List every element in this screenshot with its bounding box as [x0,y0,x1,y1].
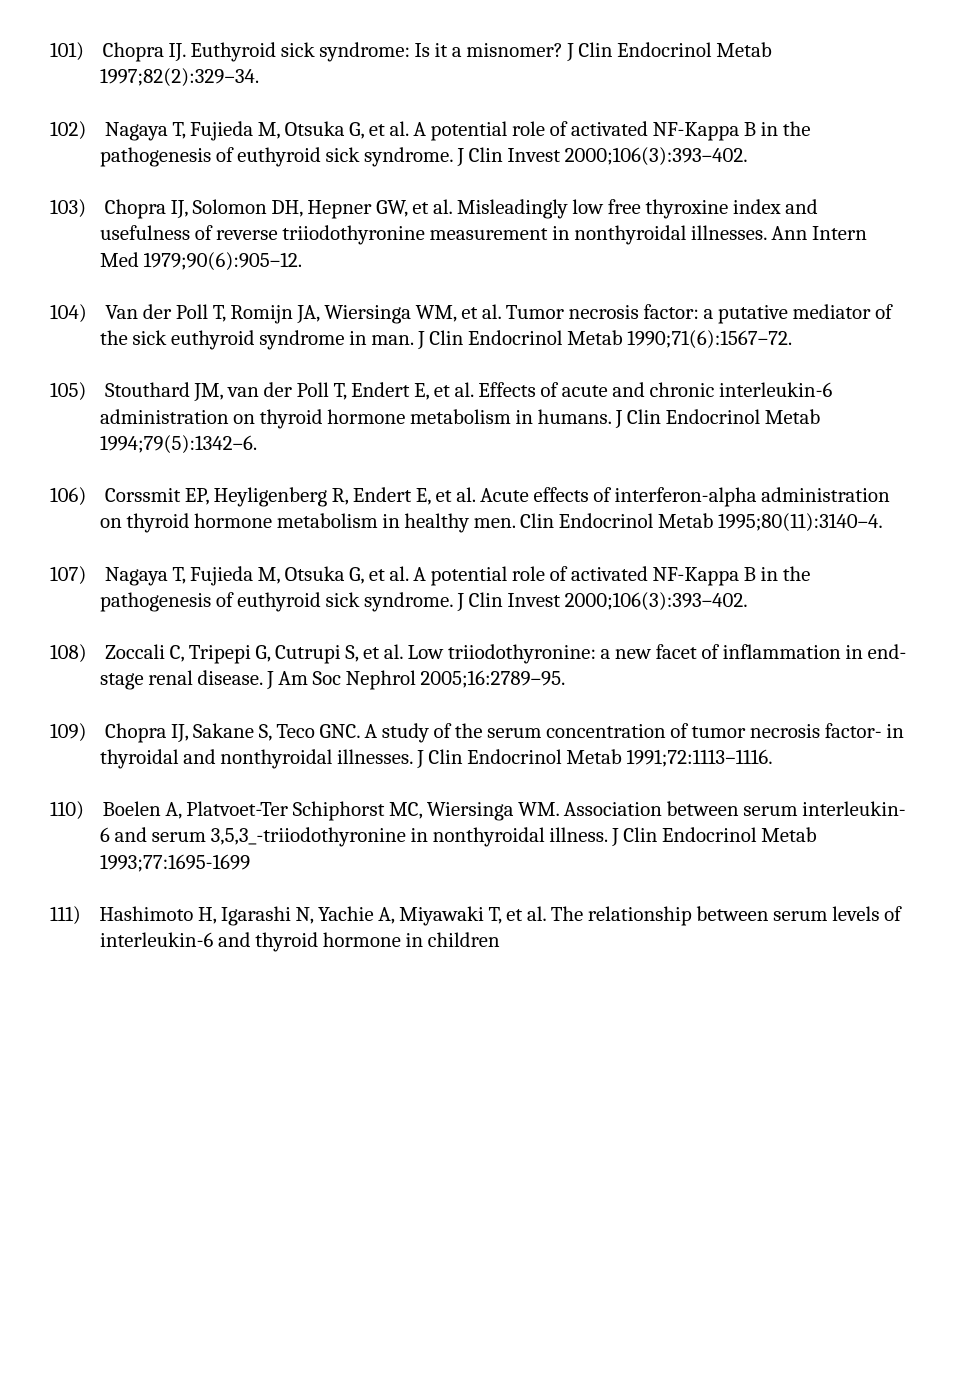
reference-text: Boelen A, Platvoet-Ter Schiphorst MC, Wi… [100,798,906,875]
reference-text: Hashimoto H, Igarashi N, Yachie A, Miyaw… [99,903,900,953]
reference-text: Nagaya T, Fujieda M, Otsuka G, et al. A … [100,563,810,613]
reference-number: 111) [50,903,81,927]
reference-number: 103) [50,196,86,220]
reference-number: 105) [50,379,86,403]
reference-text: Stouthard JM, van der Poll T, Endert E, … [100,379,832,456]
reference-number: 102) [50,118,86,142]
reference-text: Chopra IJ, Sakane S, Teco GNC. A study o… [100,720,904,770]
reference-number: 110) [50,798,84,822]
reference-number: 108) [50,641,87,665]
reference-item: 107) Nagaya T, Fujieda M, Otsuka G, et a… [50,562,910,615]
reference-item: 105) Stouthard JM, van der Poll T, Ender… [50,378,910,457]
reference-text: Van der Poll T, Romijn JA, Wiersinga WM,… [100,301,892,351]
reference-item: 109) Chopra IJ, Sakane S, Teco GNC. A st… [50,719,910,772]
reference-number: 109) [50,720,87,744]
reference-item: 106) Corssmit EP, Heyligenberg R, Endert… [50,483,910,536]
reference-text: Corssmit EP, Heyligenberg R, Endert E, e… [100,484,890,534]
reference-item: 110) Boelen A, Platvoet-Ter Schiphorst M… [50,797,910,876]
reference-item: 108) Zoccali C, Tripepi G, Cutrupi S, et… [50,640,910,693]
reference-item: 101) Chopra IJ. Euthyroid sick syndrome:… [50,38,910,91]
reference-item: 103) Chopra IJ, Solomon DH, Hepner GW, e… [50,195,910,274]
reference-item: 111) Hashimoto H, Igarashi N, Yachie A, … [50,902,910,955]
reference-text: Nagaya T, Fujieda M, Otsuka G, et al. A … [100,118,810,168]
reference-number: 104) [50,301,87,325]
reference-number: 107) [50,563,86,587]
reference-list: 101) Chopra IJ. Euthyroid sick syndrome:… [50,38,910,954]
reference-item: 102) Nagaya T, Fujieda M, Otsuka G, et a… [50,117,910,170]
reference-item: 104) Van der Poll T, Romijn JA, Wiersing… [50,300,910,353]
reference-text: Zoccali C, Tripepi G, Cutrupi S, et al. … [100,641,906,691]
reference-text: Chopra IJ, Solomon DH, Hepner GW, et al.… [100,196,867,273]
reference-number: 106) [50,484,86,508]
reference-number: 101) [50,39,84,63]
reference-text: Chopra IJ. Euthyroid sick syndrome: Is i… [100,39,772,89]
